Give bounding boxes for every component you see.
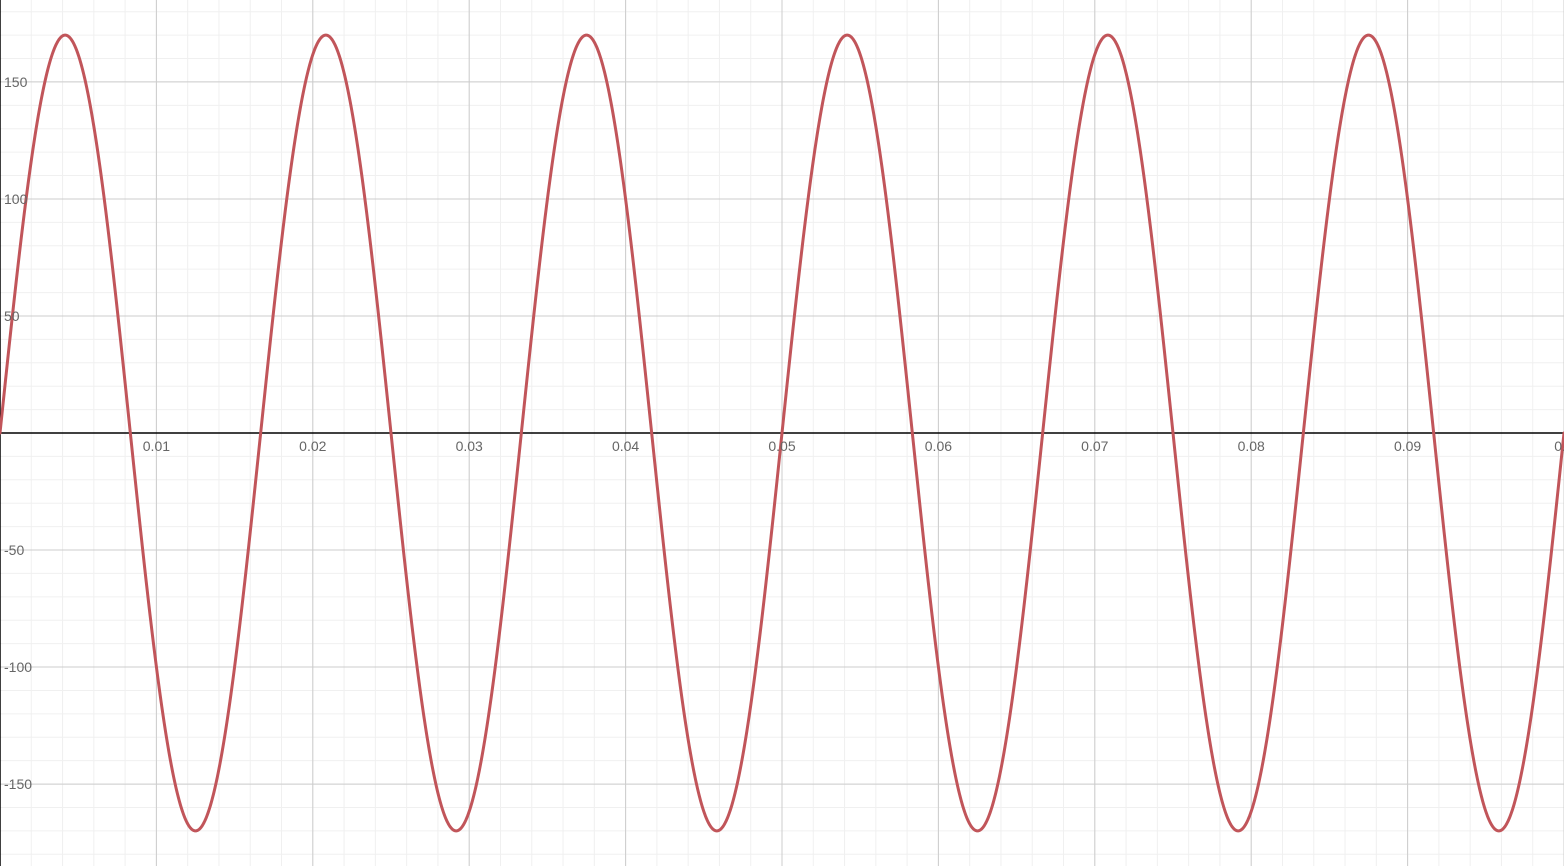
y-tick-label: 50 [4, 308, 20, 324]
x-tick-label: 0.09 [1394, 438, 1421, 454]
y-tick-label: 100 [4, 191, 28, 207]
x-tick-label: 0.07 [1081, 438, 1108, 454]
x-tick-label: 0.02 [299, 438, 326, 454]
y-tick-label: 150 [4, 74, 28, 90]
y-tick-label: -150 [4, 776, 32, 792]
sine-wave-chart: 0.01 0.02 0.03 0.04 0.05 0.06 0.07 0.08 0.09 0.1 -… [0, 0, 1564, 866]
x-tick-label: 0.08 [1238, 438, 1265, 454]
x-tick-label: 0.06 [925, 438, 952, 454]
y-tick-label: -50 [4, 542, 24, 558]
x-tick-label: 0.01 [143, 438, 170, 454]
x-tick-label: 0.1 [1554, 438, 1564, 454]
x-tick-label: 0.04 [612, 438, 639, 454]
x-tick-label: 0.05 [768, 438, 795, 454]
x-tick-label: 0.03 [456, 438, 483, 454]
y-tick-label: -100 [4, 659, 32, 675]
